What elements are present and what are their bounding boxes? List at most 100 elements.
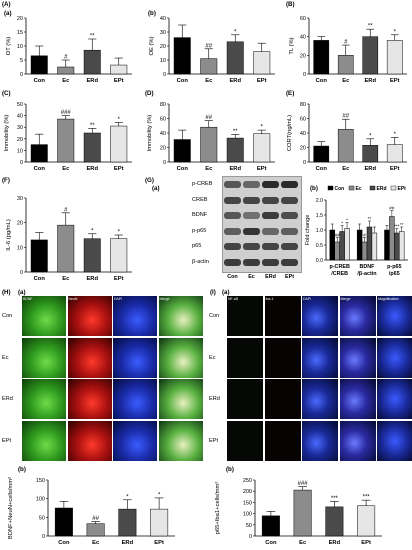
category-label: Ec [92, 540, 100, 546]
micrograph-tile [377, 420, 412, 461]
blot-row-p65: p65 [192, 240, 300, 254]
significance-mark: * [341, 221, 343, 226]
significance-mark: * [158, 492, 161, 498]
micrograph-tile [377, 337, 412, 378]
micrograph-tile [264, 337, 301, 378]
y-tick-label: 30 [17, 196, 23, 202]
y-axis-label: TL (%) [289, 37, 295, 54]
category-label: EPt [257, 78, 267, 84]
y-tick-label: 20 [17, 16, 23, 22]
bar-erd [83, 132, 101, 163]
blot-band [224, 196, 241, 204]
micrograph-tile [158, 420, 203, 461]
y-axis-label: IL-6 (pg/mL) [6, 219, 12, 251]
y-tick-label: 0 [20, 72, 23, 78]
y-axis-label: OE (%) [149, 36, 155, 55]
category-label: ERd [364, 166, 376, 172]
y-tick-label: 30 [17, 125, 23, 131]
blot-row-actin: β-actin [192, 256, 300, 270]
blot-band [243, 243, 260, 250]
blot-protein-label: β-actin [192, 258, 209, 265]
panel-letter-F: (F) [2, 177, 10, 184]
y-tick-label: 40 [300, 131, 306, 137]
panel-sub-Aa: (a) [4, 10, 12, 17]
blot-band [262, 258, 279, 266]
legend-label: ERd [377, 186, 387, 192]
y-axis-label: BDNF+NeuN+cells/mm² [8, 477, 14, 539]
category-label: Con [34, 166, 46, 172]
category-label: Con [34, 78, 46, 84]
panel-letter-H: (H) [2, 289, 11, 296]
micro-row-label: EPt [209, 437, 219, 444]
y-tick-label: 20 [17, 221, 23, 227]
category-label: ERd [364, 78, 376, 84]
category-label: Con [316, 78, 328, 84]
legend-label: Con [335, 186, 345, 192]
bar-con [261, 515, 280, 537]
y-tick-label: 10 [17, 245, 23, 251]
blot-row-creb: CREB [192, 194, 300, 208]
y-axis-label: CORT(ng/mL) [287, 115, 293, 151]
category-label: ERd [86, 276, 98, 282]
micrograph-tile [67, 337, 112, 378]
category-label: EPt [390, 78, 400, 84]
y-tick-label: 80 [160, 102, 166, 108]
category-label: Con [265, 540, 277, 546]
significance-mark: * [369, 133, 372, 139]
blot-group-label: EPt [285, 274, 294, 280]
blot-band [281, 243, 298, 250]
significance-mark: * [346, 218, 348, 223]
blot-row-bdnf: BDNF [192, 209, 300, 223]
category-label: EPt [361, 540, 371, 546]
micrograph-tile: DAPI [302, 296, 338, 336]
micrograph-grid-i: Con NF-κB Iba-1 DAPI Merge Magnification Ec ERd… [207, 294, 412, 464]
category-label: /CREB [331, 271, 348, 277]
micrograph-tile [339, 379, 376, 419]
y-tick-label: 10 [160, 58, 166, 64]
chart-tl: 0 20 40 60 TL (%) Con # Ec ** ERd * EPt [289, 16, 407, 84]
bar-ec [334, 241, 340, 261]
significance-mark: * [126, 494, 129, 500]
category-label: EPt [390, 166, 400, 172]
bar-ept [110, 64, 128, 75]
y-tick-label: 2.0 [316, 198, 323, 204]
significance-mark: ## [342, 114, 349, 120]
western-blot: p-CREB CREB BDNF p-p65 p65 β-actin Con Ec ERd EP… [192, 176, 302, 286]
bar-con [30, 144, 48, 163]
legend-label: Ec [356, 186, 362, 192]
channel-label: DAPI [114, 297, 123, 301]
y-tick-label: 200 [243, 489, 252, 495]
bar-ept [386, 144, 403, 163]
micro-row-label: EPt [2, 437, 12, 444]
bar-ec [337, 55, 354, 75]
legend-swatch-con [327, 185, 334, 191]
blot-protein-label: BDNF [192, 212, 208, 218]
panel-sub-Ib: (b) [226, 466, 234, 473]
significance-mark: ## [205, 43, 212, 49]
micrograph-tile: Merge [158, 296, 203, 336]
micrograph-tile: NeuN [67, 296, 112, 336]
panel-letter-D: (D) [145, 90, 154, 97]
y-tick-label: 60 [300, 16, 306, 22]
micrograph-tile [302, 379, 338, 419]
micrograph-tile [302, 337, 338, 378]
bar-erd [366, 226, 373, 261]
category-label: ERd [229, 166, 241, 172]
bar-con [30, 239, 48, 273]
blot-band [262, 181, 279, 188]
channel-label: BDNF [23, 297, 33, 301]
category-label: ERd [86, 166, 98, 172]
micrograph-tile [22, 337, 66, 378]
micro-row-label: Con [209, 313, 220, 319]
category-label: Ec [62, 276, 70, 282]
blot-band [243, 227, 260, 235]
y-tick-label: 20 [160, 44, 166, 50]
channel-label: Magnification [378, 297, 399, 301]
significance-mark: ** [368, 216, 372, 221]
micrograph-tile [339, 337, 376, 378]
significance-mark: # [64, 55, 68, 61]
channel-label: Iba-1 [265, 297, 274, 301]
blot-band [243, 258, 260, 266]
category-label: EPt [154, 540, 164, 546]
panel-sub-Gb: (b) [310, 185, 318, 192]
